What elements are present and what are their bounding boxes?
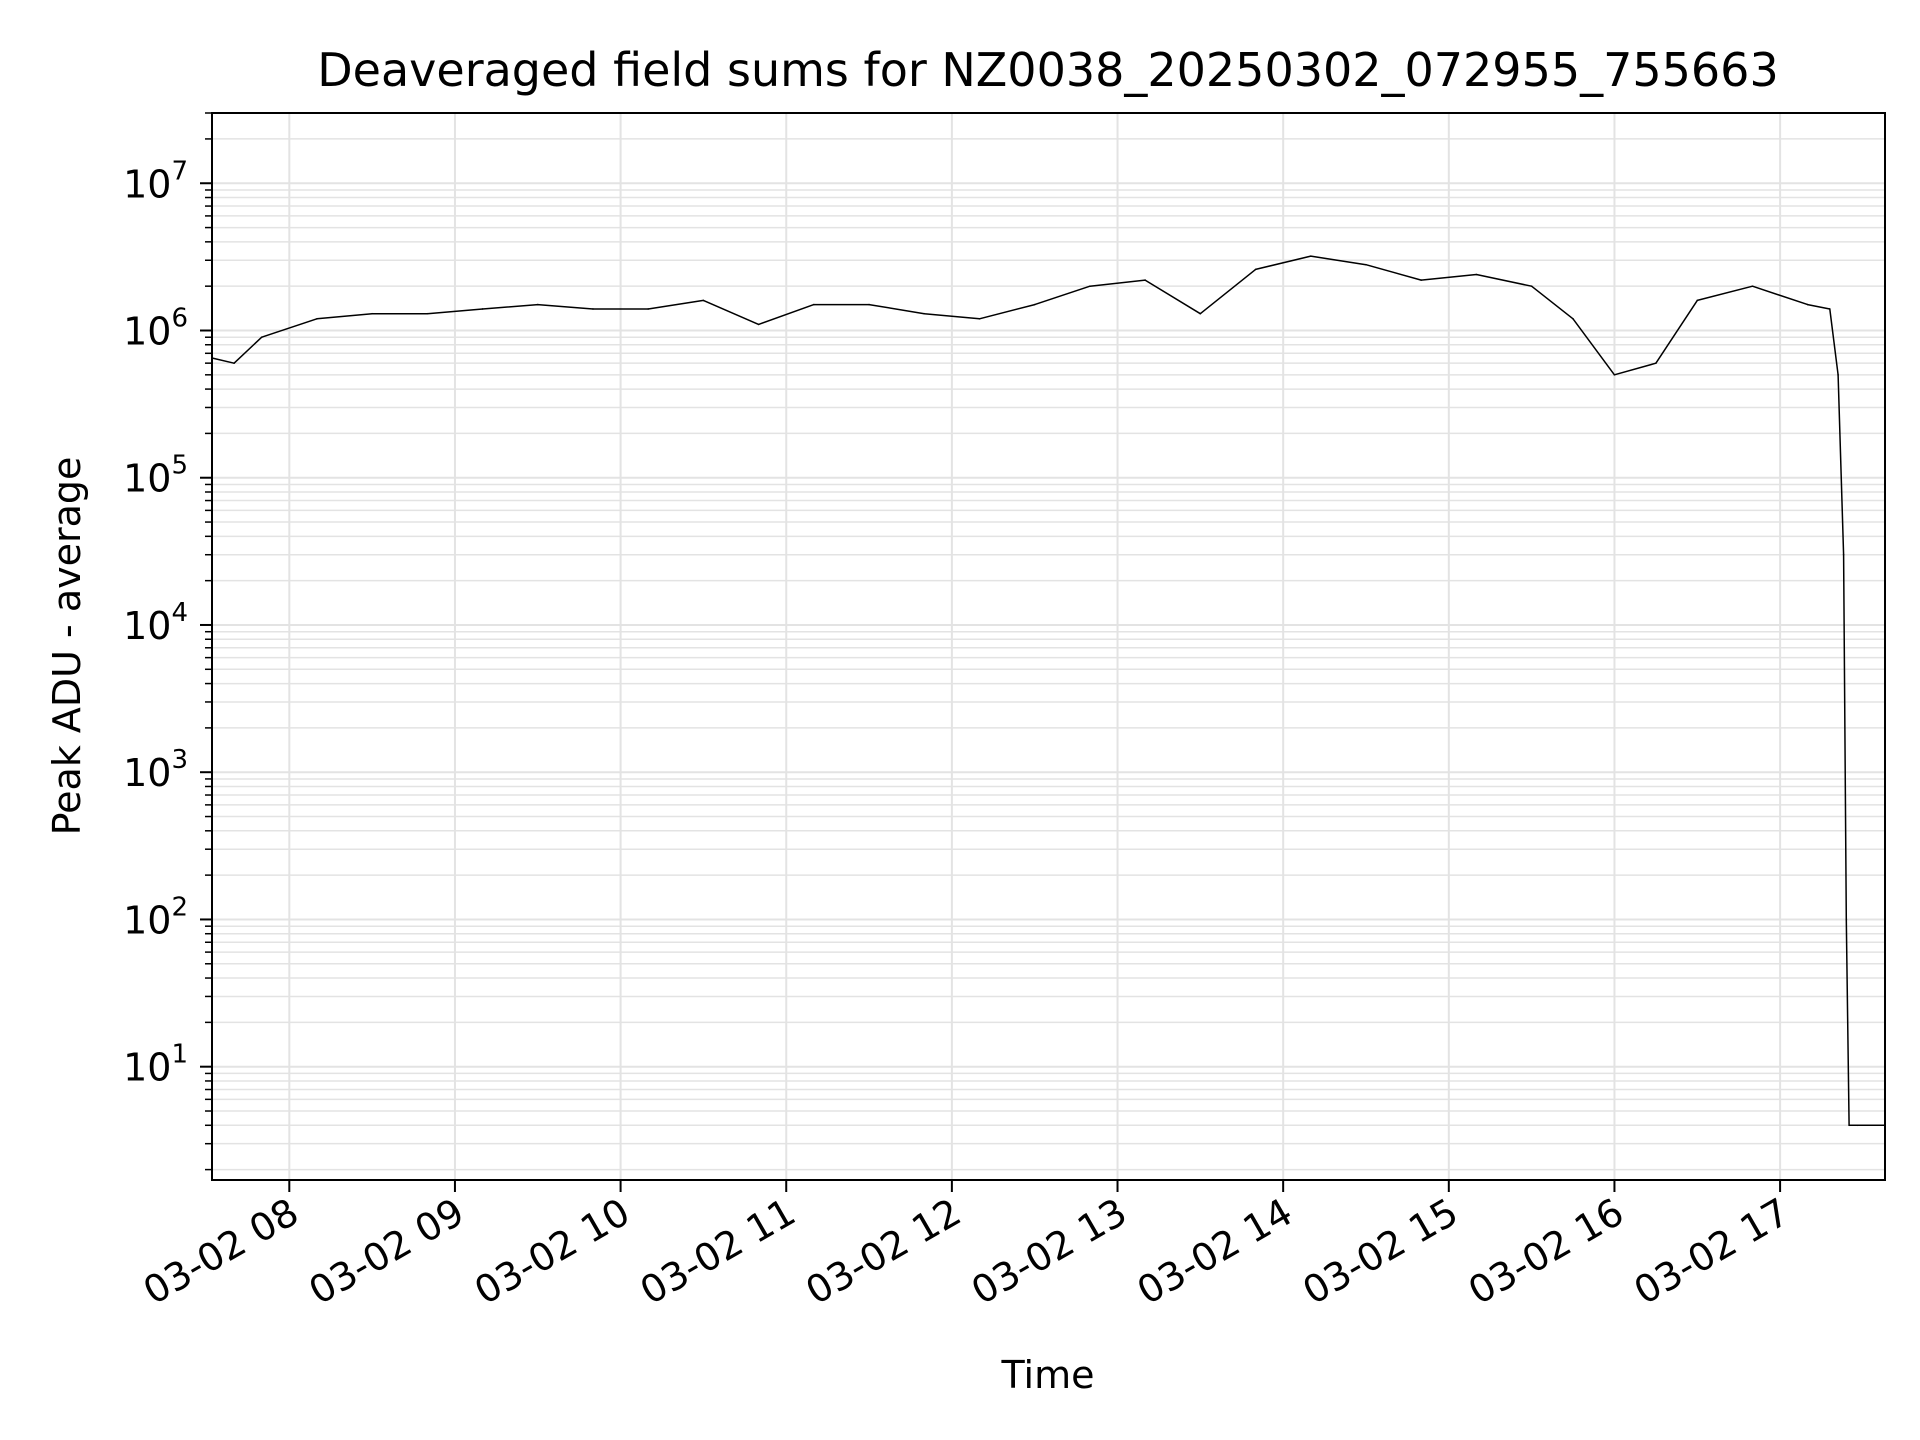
data-point xyxy=(1806,303,1809,306)
y-tick-label: 102 xyxy=(123,892,188,942)
data-point xyxy=(1856,1124,1859,1127)
data-point xyxy=(1420,279,1422,281)
data-point xyxy=(592,308,594,310)
data-point xyxy=(1144,279,1146,281)
data-point xyxy=(1696,299,1699,302)
data-point xyxy=(1837,374,1839,376)
data-point xyxy=(1033,303,1036,306)
chart-title: Deaveraged field sums for NZ0038_2025030… xyxy=(317,43,1778,97)
y-tick-label: 104 xyxy=(123,598,188,648)
data-point xyxy=(536,303,539,306)
data-point xyxy=(233,362,235,364)
data-point xyxy=(1365,263,1367,266)
plot-frame xyxy=(211,112,1886,1181)
data-point xyxy=(426,312,429,315)
data-point xyxy=(1199,312,1202,315)
data-point xyxy=(1845,918,1848,921)
data-point xyxy=(481,308,484,310)
data-point xyxy=(1655,362,1657,364)
data-point xyxy=(316,318,318,320)
data-point xyxy=(868,303,870,306)
data-point xyxy=(1475,273,1478,276)
data-point xyxy=(647,308,649,310)
data-point xyxy=(978,318,981,320)
y-tick-label: 101 xyxy=(123,1040,188,1090)
y-axis-label: Peak ADU - average xyxy=(45,457,89,836)
data-point xyxy=(371,312,373,315)
data-point xyxy=(757,323,760,326)
data-point xyxy=(1842,553,1845,556)
data-point xyxy=(1530,285,1533,287)
series-layer xyxy=(211,255,1886,1127)
y-tick-label: 103 xyxy=(123,745,188,795)
data-point xyxy=(1254,268,1257,271)
data-point xyxy=(1828,308,1831,310)
data-point xyxy=(1751,285,1754,287)
y-tick-label: 105 xyxy=(123,451,188,501)
data-point xyxy=(923,312,926,315)
data-point xyxy=(1089,285,1091,287)
data-point xyxy=(1572,318,1574,320)
data-point xyxy=(1309,255,1312,257)
y-tick-label: 106 xyxy=(123,303,188,353)
data-point xyxy=(813,303,815,306)
y-axis: 101 102 103 104 105 106 107 xyxy=(123,112,212,1171)
data-point xyxy=(1848,1124,1850,1127)
x-axis-label: Time xyxy=(1001,1353,1095,1397)
y-tick-label: 107 xyxy=(123,156,188,206)
data-point xyxy=(1613,374,1616,376)
data-point xyxy=(702,299,705,302)
data-point xyxy=(260,336,263,339)
